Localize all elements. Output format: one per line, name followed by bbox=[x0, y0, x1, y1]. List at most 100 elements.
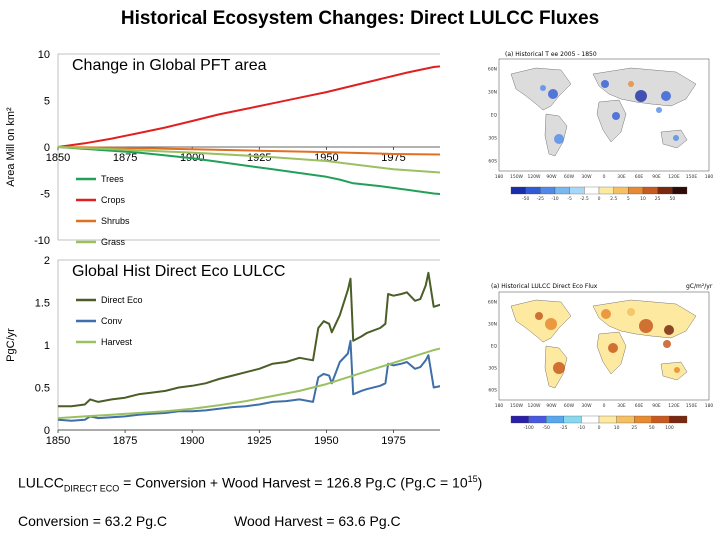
map-colorbar: -100 -50 -25 -10 0 10 25 50 100 bbox=[510, 415, 688, 431]
map-lon-label: 120W bbox=[527, 174, 541, 180]
colorbar-swatch bbox=[563, 415, 582, 424]
colorbar-label: 100 bbox=[665, 425, 674, 431]
map-lon-label: 180 bbox=[705, 174, 714, 180]
y-tick-label: 1 bbox=[44, 340, 50, 352]
colorbar-swatch bbox=[528, 415, 547, 424]
colorbar-swatch bbox=[581, 415, 600, 424]
colorbar-swatch bbox=[598, 186, 614, 195]
map-lon-label: 30W bbox=[581, 174, 592, 180]
plot-area bbox=[57, 259, 440, 431]
direct-eco-chart: Global Hist Direct Eco LULCC PgC/yr 2 1.5 1 0… bbox=[5, 255, 440, 447]
x-tick-label: 1875 bbox=[113, 435, 137, 447]
conversion-total: Conversion = 63.2 Pg.C bbox=[18, 513, 168, 529]
colorbar-label: -50 bbox=[543, 425, 550, 431]
y-tick-label: -10 bbox=[34, 235, 50, 247]
map-lon-label: 0 bbox=[603, 174, 606, 180]
map-lon-ticks: 180 150W 120W 90W 60W 30W 0 30E 60E 90E 120E 150E 18… bbox=[495, 403, 714, 409]
map-title: (a) Historical T ee 2005 - 1850 bbox=[505, 51, 597, 58]
x-tick-label: 1950 bbox=[314, 435, 338, 447]
map-lon-label: 30W bbox=[581, 403, 592, 409]
y-axis-label: Area Mill on km² bbox=[5, 107, 17, 187]
legend-label: Shrubs bbox=[101, 216, 130, 226]
map-lon-label: 0 bbox=[603, 403, 606, 409]
x-tick-label: 1900 bbox=[180, 435, 204, 447]
colorbar-label: -25 bbox=[537, 196, 544, 202]
x-tick-label: 1975 bbox=[381, 435, 405, 447]
colorbar-swatch bbox=[616, 415, 635, 424]
equation-body: = Conversion + Wood Harvest = 126.8 Pg.C… bbox=[119, 474, 468, 491]
map-lon-label: 90W bbox=[546, 403, 557, 409]
map-lon-label: 180 bbox=[705, 403, 714, 409]
colorbar-swatch bbox=[613, 186, 629, 195]
legend-label: Grass bbox=[101, 237, 126, 247]
map-lon-label: 90E bbox=[652, 403, 661, 409]
y-tick-label: 10 bbox=[38, 49, 50, 61]
series-line-shrubs bbox=[57, 146, 440, 156]
colorbar-swatch bbox=[634, 415, 652, 424]
y-tick-label: 1.5 bbox=[35, 298, 50, 310]
map-title: (a) Historical LULCC Direct Eco Flux bbox=[491, 283, 598, 290]
series-line-grass bbox=[57, 146, 440, 174]
map-lat-ticks: 60N 30N EQ 30S 60S bbox=[488, 67, 498, 165]
chart-title: Global Hist Direct Eco LULCC bbox=[72, 263, 285, 280]
colorbar-swatch bbox=[554, 186, 570, 195]
colorbar-label: 0 bbox=[598, 425, 601, 431]
map-lon-label: 60E bbox=[635, 403, 644, 409]
series-line-harvest bbox=[57, 347, 440, 420]
map-lon-label: 90W bbox=[546, 174, 557, 180]
colorbar-label: -2.5 bbox=[580, 196, 589, 202]
colorbar-label: -10 bbox=[551, 196, 558, 202]
wood-harvest-total: Wood Harvest = 63.6 Pg.C bbox=[234, 513, 401, 529]
colorbar-label: 0 bbox=[598, 196, 601, 202]
colorbar-label: -5 bbox=[567, 196, 572, 202]
map-lon-label: 60E bbox=[635, 174, 644, 180]
x-tick-label: 1925 bbox=[247, 435, 271, 447]
colorbar-swatch bbox=[669, 415, 688, 424]
map-lon-label: 30E bbox=[617, 174, 626, 180]
y-axis-label: PgC/yr bbox=[5, 328, 17, 362]
chart-title: Change in Global PFT area bbox=[72, 57, 267, 74]
legend-label: Harvest bbox=[101, 337, 133, 347]
colorbar-label: 25 bbox=[631, 425, 637, 431]
equation-exponent: 15 bbox=[467, 474, 478, 484]
colorbar-label: -10 bbox=[578, 425, 585, 431]
y-tick-label: 0.5 bbox=[35, 383, 50, 395]
map-lon-label: 120E bbox=[668, 403, 680, 409]
colorbar-label: 10 bbox=[614, 425, 620, 431]
colorbar-swatch bbox=[672, 186, 688, 195]
y-tick-label: -5 bbox=[40, 189, 50, 201]
map-lon-label: 90E bbox=[652, 174, 661, 180]
equation-close: ) bbox=[477, 474, 483, 491]
map-lon-label: 30E bbox=[617, 403, 626, 409]
colorbar-label: 10 bbox=[640, 196, 646, 202]
colorbar-swatch bbox=[525, 186, 541, 195]
colorbar-swatch bbox=[628, 186, 644, 195]
map-lat-label: 30S bbox=[488, 136, 497, 142]
equation-prefix: LULCC bbox=[18, 474, 64, 491]
map-lon-label: 150W bbox=[510, 174, 524, 180]
series-line-conv bbox=[57, 339, 440, 422]
y-tick-label: 0 bbox=[44, 142, 50, 154]
y-tick-label: 2 bbox=[44, 255, 50, 267]
colorbar-swatch bbox=[540, 186, 556, 195]
map-lat-ticks: 60N 30N EQ 30S 60S bbox=[488, 300, 498, 394]
y-tick-label: 5 bbox=[44, 96, 50, 108]
colorbar-swatch bbox=[642, 186, 658, 195]
series-line-trees bbox=[57, 146, 440, 195]
map-colorbar: -50 -25 -10 -5 -2.5 0 2.5 5 10 25 50 bbox=[510, 186, 688, 202]
x-tick-label: 1850 bbox=[46, 435, 70, 447]
colorbar-swatch bbox=[510, 415, 529, 424]
map-lon-label: 180 bbox=[495, 403, 504, 409]
x-tick-label: 1875 bbox=[113, 152, 137, 164]
colorbar-label: -25 bbox=[560, 425, 567, 431]
map-lat-label: 60N bbox=[488, 300, 497, 306]
total-flux-equation: LULCCDIRECT ECO = Conversion + Wood Harv… bbox=[18, 474, 482, 493]
colorbar-label: 50 bbox=[669, 196, 675, 202]
equation-subscript: DIRECT ECO bbox=[63, 483, 120, 494]
colorbar-swatch bbox=[598, 415, 617, 424]
colorbar-label: 25 bbox=[655, 196, 661, 202]
historical-tree-change-map: (a) Historical T ee 2005 - 1850 60N 30N EQ… bbox=[481, 44, 715, 219]
map-lon-label: 60W bbox=[564, 403, 575, 409]
legend-label: Conv bbox=[101, 316, 123, 326]
series-line-crops bbox=[57, 65, 440, 148]
